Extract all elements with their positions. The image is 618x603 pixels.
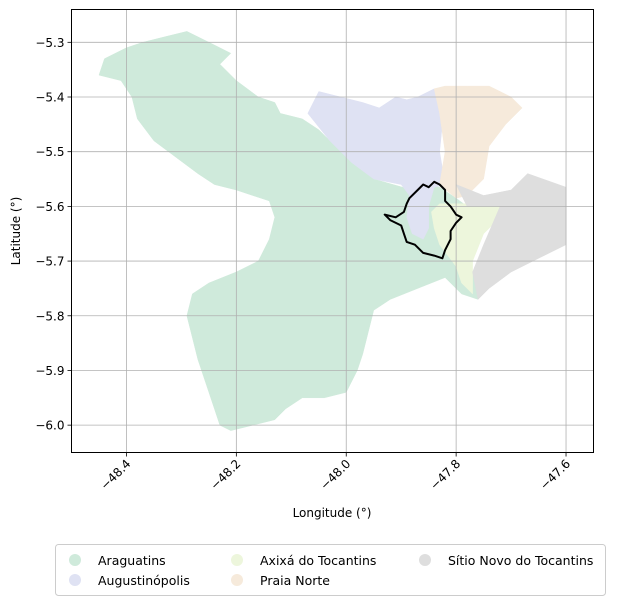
legend-label-augustinopolis: Augustinópolis [98,573,190,588]
y-tick-label: −5.3 [35,36,64,50]
grid-layer [71,9,594,453]
y-axis-label: Latitude (°) [9,197,23,266]
plot-frame [71,9,594,453]
x-axis-label: Longitude (°) [293,506,372,520]
highlighted-boundary [383,180,463,260]
region-sitio-novo-do-tocantins [455,173,567,300]
legend-swatch-sitio-novo-do-tocantins [419,554,431,566]
legend-frame [55,544,606,596]
legend-swatch-axixa-do-tocantins [231,554,243,566]
y-tick-label: −6.0 [35,419,64,433]
y-tick-label: −5.9 [35,364,64,378]
legend: Araguatins Augustinópolis Axixá do Tocan… [55,544,606,596]
outline-layer [383,180,463,260]
y-tick-label: −5.5 [35,145,64,159]
legend-label-axixa-do-tocantins: Axixá do Tocantins [260,553,376,568]
legend-swatch-araguatins [69,554,81,566]
y-tick-label: −5.7 [35,255,64,269]
legend-swatch-augustinopolis [69,574,81,586]
legend-label-praia-norte: Praia Norte [260,573,330,588]
y-tick-label: −5.8 [35,309,64,323]
y-tick-label: −5.6 [35,200,64,214]
y-tick-label: −5.4 [35,91,64,105]
legend-label-sitio-novo-do-tocantins: Sítio Novo do Tocantins [448,553,593,568]
legend-swatch-praia-norte [231,574,243,586]
legend-label-araguatins: Araguatins [98,553,166,568]
y-ticks-layer: −5.3 −5.4 −5.5 −5.6 −5.7 −5.8 −5.9 −6.0 [35,36,72,433]
region-araguatins [98,31,479,431]
